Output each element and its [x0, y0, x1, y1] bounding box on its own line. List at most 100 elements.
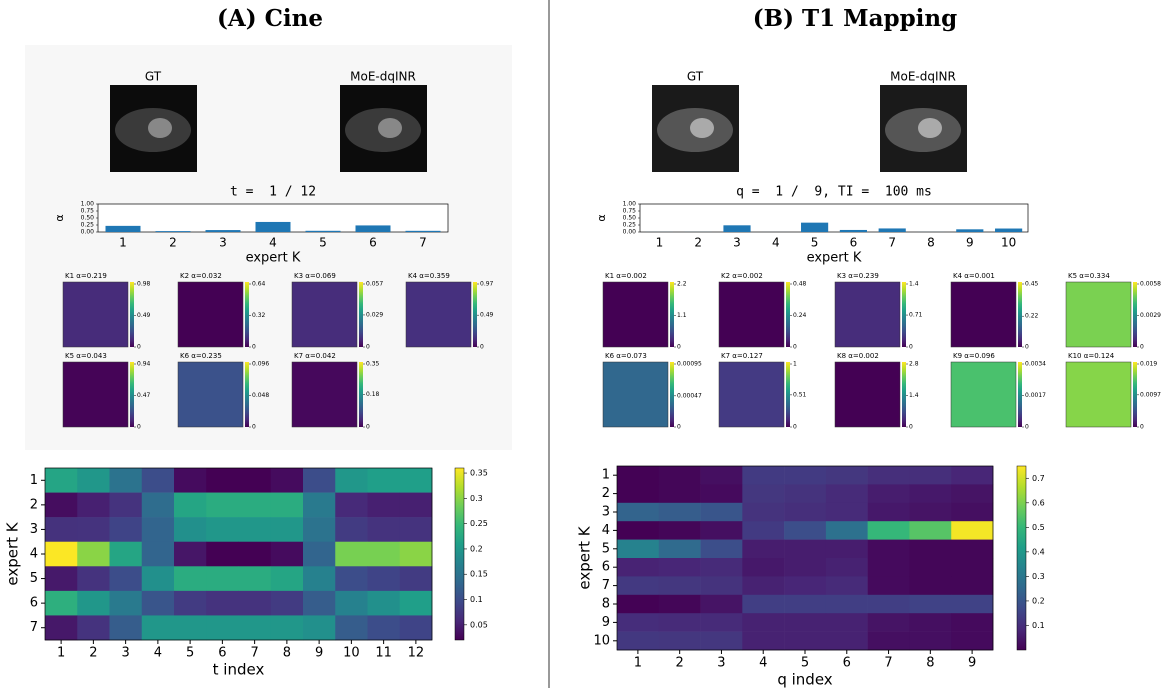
- heatmap-cell: [110, 591, 143, 616]
- bar-title: q = 1 / 9, TI = 100 ms: [736, 185, 932, 200]
- x-tick-label: 5: [801, 656, 809, 671]
- heatmap-cell: [742, 558, 784, 577]
- x-tick-label: 1: [634, 656, 642, 671]
- heatmap-cell: [659, 558, 701, 577]
- heatmap-cell: [909, 613, 951, 632]
- heatmap-cell: [239, 468, 272, 493]
- heatmap-cell: [868, 484, 910, 503]
- map-colorbar-label: 2.8: [909, 361, 919, 368]
- heatmap-cell: [271, 517, 304, 542]
- x-tick-label: 7: [884, 656, 892, 671]
- map-colorbar: [359, 282, 363, 347]
- bar: [801, 223, 828, 232]
- bar: [256, 222, 291, 232]
- map-colorbar-label: 1.4: [909, 392, 919, 399]
- y-tick-label: 1: [602, 468, 610, 483]
- heatmap-cell: [239, 542, 272, 567]
- y-tick-label: 1.00: [81, 201, 95, 208]
- heatmap-cell: [303, 566, 336, 591]
- map-colorbar-label: 0.00047: [677, 392, 702, 399]
- map-colorbar: [130, 362, 134, 427]
- heatmap-cell: [659, 484, 701, 503]
- expert-map: [292, 282, 357, 347]
- heatmap-cell: [951, 576, 993, 595]
- map-colorbar-label: 0.49: [137, 312, 151, 319]
- y-tick-label: 1.00: [623, 201, 637, 208]
- map-colorbar-label: 0.45: [1025, 281, 1039, 288]
- heatmap-cell: [206, 468, 239, 493]
- heatmap-cell: [142, 566, 175, 591]
- map-colorbar-label: 0.97: [480, 281, 494, 288]
- y-axis-label: expert K: [576, 525, 594, 589]
- heatmap-cell: [303, 493, 336, 518]
- map-colorbar: [670, 282, 674, 347]
- x-tick-label: 7: [888, 236, 896, 250]
- x-tick-label: 7: [419, 236, 427, 250]
- heatmap-cell: [206, 493, 239, 518]
- heatmap-cell: [206, 517, 239, 542]
- x-tick-label: 5: [811, 236, 819, 250]
- heatmap-cell: [400, 542, 433, 567]
- map-colorbar-label: 0.71: [909, 312, 923, 319]
- heatmap-cell: [239, 517, 272, 542]
- heatmap-cell: [174, 566, 207, 591]
- y-tick-label: 7: [602, 578, 610, 593]
- heatmap-cell: [110, 517, 143, 542]
- bar: [306, 231, 341, 232]
- heatmap-cell: [174, 468, 207, 493]
- map-label: K4 α=0.001: [953, 272, 995, 280]
- x-tick-label: 5: [319, 236, 327, 250]
- heatmap-cell: [271, 493, 304, 518]
- heatmap-cell: [77, 566, 110, 591]
- map-colorbar-label: 0: [137, 424, 141, 431]
- x-axis-label: t index: [213, 661, 265, 679]
- map-colorbar-label: 0: [137, 344, 141, 351]
- heatmap-cell: [174, 591, 207, 616]
- y-axis-label: α: [53, 214, 66, 221]
- x-tick-label: 3: [121, 646, 129, 661]
- x-axis-label: expert K: [807, 251, 862, 266]
- map-label: K1 α=0.002: [605, 272, 647, 280]
- heatmap-cell: [909, 540, 951, 559]
- y-tick-label: 0.00: [623, 229, 637, 236]
- map-colorbar-label: 0.18: [366, 391, 380, 398]
- heatmap-cell: [110, 615, 143, 640]
- y-tick-label: 2: [602, 486, 610, 501]
- colorbar-label: 0.05: [470, 620, 488, 629]
- heatmap-cell: [368, 493, 401, 518]
- heatmap-cell: [142, 517, 175, 542]
- colorbar-label: 0.7: [1032, 474, 1045, 483]
- map-colorbar-label: 0.22: [1025, 313, 1039, 320]
- heatmap-cell: [368, 566, 401, 591]
- map-colorbar: [473, 282, 477, 347]
- map-colorbar-label: 0: [1025, 424, 1029, 431]
- heatmap-cell: [868, 466, 910, 485]
- x-tick-label: 2: [89, 646, 97, 661]
- heatmap-cell: [335, 493, 368, 518]
- x-tick-label: 7: [250, 646, 258, 661]
- heatmap-cell: [45, 615, 78, 640]
- heatmap-cell: [400, 615, 433, 640]
- bar: [206, 230, 241, 232]
- heatmap-cell: [206, 542, 239, 567]
- map-colorbar: [786, 362, 790, 427]
- map-colorbar-label: 0.32: [252, 312, 266, 319]
- image-label: MoE-dqINR: [890, 70, 956, 84]
- x-tick-label: 6: [369, 236, 377, 250]
- heatmap-cell: [400, 493, 433, 518]
- map-colorbar-label: 0.00095: [677, 361, 702, 368]
- heatmap-cell: [826, 521, 868, 540]
- expert-map: [63, 362, 128, 427]
- colorbar-label: 0.1: [470, 595, 483, 604]
- heatmap-cell: [368, 542, 401, 567]
- heatmap-cell: [826, 595, 868, 614]
- heatmap-cell: [617, 521, 659, 540]
- map-colorbar-label: 0: [677, 344, 681, 351]
- heatmap-cell: [77, 591, 110, 616]
- heatmap-cell: [659, 503, 701, 522]
- x-tick-label: 3: [717, 656, 725, 671]
- x-tick-label: 9: [968, 656, 976, 671]
- heatmap-cell: [868, 595, 910, 614]
- map-colorbar-label: 0.0097: [1140, 391, 1161, 398]
- heatmap-cell: [77, 517, 110, 542]
